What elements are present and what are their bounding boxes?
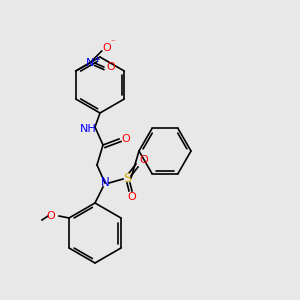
Text: N: N	[100, 176, 109, 190]
Text: S: S	[123, 172, 131, 185]
Text: O: O	[46, 211, 56, 221]
Text: O: O	[140, 155, 148, 165]
Text: O: O	[122, 134, 130, 144]
Text: O: O	[128, 192, 136, 202]
Text: ⁻: ⁻	[110, 38, 115, 47]
Text: +: +	[93, 55, 100, 64]
Text: NH: NH	[80, 124, 96, 134]
Text: O: O	[106, 62, 115, 72]
Text: O: O	[102, 43, 111, 53]
Text: N: N	[85, 58, 94, 68]
